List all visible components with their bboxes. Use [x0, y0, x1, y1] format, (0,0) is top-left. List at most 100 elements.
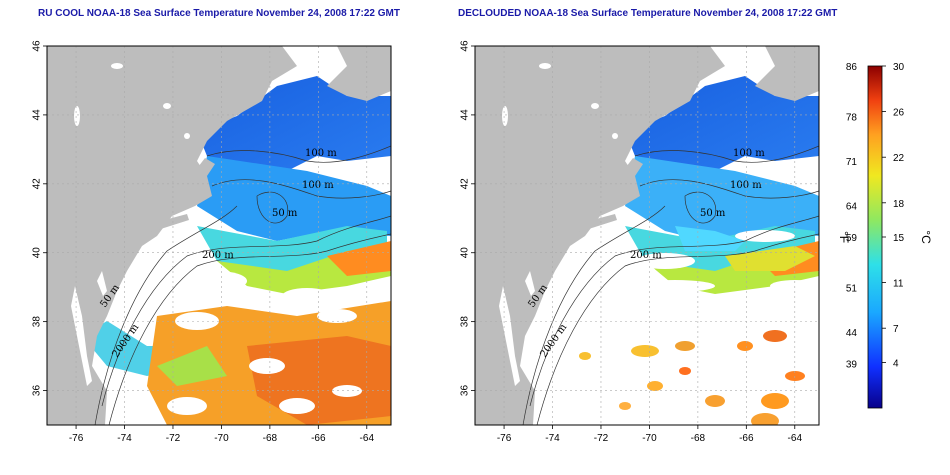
contour-2000m: [536, 233, 819, 425]
lake: [591, 103, 599, 109]
map-frame: [474, 45, 820, 426]
contour-label: 200 m: [202, 250, 234, 261]
y-tick-label: 40: [460, 247, 471, 259]
x-tick-label: -64: [360, 433, 375, 444]
lake: [184, 133, 190, 139]
lake: [612, 133, 618, 139]
cloud-gap: [282, 288, 332, 304]
sst-patch: [737, 341, 753, 351]
y-tick-label: 36: [460, 385, 471, 397]
contour-label: 50 m: [272, 208, 298, 219]
cloud-gap: [187, 271, 247, 291]
celsius-unit-label: °C: [919, 230, 933, 244]
y-tick-label: 42: [460, 178, 471, 190]
colorbar-celsius-tick: 4: [893, 358, 899, 369]
contour-2000m: [108, 233, 391, 425]
contour-label: 50 m: [700, 208, 726, 219]
y-tick-label: 44: [460, 109, 471, 121]
bathymetry-contours: [522, 145, 819, 425]
sst-patch: [705, 395, 725, 407]
cloud-gap: [635, 280, 715, 292]
colorbar-celsius-tick: 30: [893, 62, 905, 73]
bathymetry-contours: [94, 145, 391, 425]
cloud-gap: [279, 398, 315, 414]
contour-200m: [101, 215, 391, 407]
long-island: [570, 214, 617, 234]
colorbar-celsius-tick: 15: [893, 233, 905, 244]
lake: [74, 106, 80, 126]
contour-label: 200 m: [630, 250, 662, 261]
sst-patch: [763, 330, 787, 342]
sst-patch: [647, 381, 663, 391]
x-tick-label: -72: [166, 433, 181, 444]
contour-100m-north: [634, 145, 819, 163]
y-tick-label: 42: [32, 178, 43, 190]
x-tick-label: -64: [788, 433, 803, 444]
y-tick-label: 38: [460, 316, 471, 328]
lat-lon-grid: [475, 46, 819, 425]
us-coastline: [475, 46, 725, 425]
lat-lon-grid: [47, 46, 391, 425]
contour-50m: [94, 205, 238, 425]
x-tick-label: -76: [497, 433, 512, 444]
y-tick-label: 46: [460, 40, 471, 52]
contour-label: 100 m: [733, 148, 765, 159]
gulf-stream-edge-sst: [327, 241, 391, 276]
delaware-bay: [97, 271, 107, 296]
shelf-green-sst: [157, 346, 227, 386]
cloud-gap: [332, 385, 362, 397]
left-map-title: RU COOL NOAA-18 Sea Surface Temperature …: [38, 8, 400, 19]
land-mass: [47, 46, 391, 425]
gulf-of-maine-sst: [197, 76, 391, 171]
colorbar-celsius-tick: 22: [893, 153, 905, 164]
y-tick-label: 40: [32, 247, 43, 259]
sst-patch: [679, 367, 691, 375]
contour-100m-north: [206, 145, 391, 163]
x-tick-label: -74: [545, 433, 560, 444]
colorbar-celsius-tick: 18: [893, 199, 905, 210]
sst-patch: [675, 341, 695, 351]
colorbar-celsius-tick: 11: [893, 279, 904, 290]
contour-label: 100 m: [302, 180, 334, 191]
colorbar-celsius-tick: 26: [893, 108, 905, 119]
colorbar-celsius-ticks: 30 26 22 18 15 11 7 4: [882, 62, 905, 369]
sst-data-layer: [579, 76, 819, 425]
map-frame: [46, 45, 392, 426]
sst-patch: [619, 402, 631, 410]
y-tick-label: 46: [32, 40, 43, 52]
cape-cod: [195, 158, 215, 176]
x-tick-label: -68: [263, 433, 278, 444]
sst-patch: [631, 345, 659, 357]
front-patch: [725, 246, 815, 271]
lake: [163, 103, 171, 109]
x-tick-label: -66: [739, 433, 754, 444]
contour-georges-bank: [684, 191, 717, 224]
fahrenheit-unit-label: °F: [837, 231, 851, 243]
lake: [502, 106, 508, 126]
cape-cod: [623, 158, 643, 176]
x-tick-label: -72: [594, 433, 609, 444]
x-tick-label: -70: [214, 433, 229, 444]
y-tick-label: 44: [32, 109, 43, 121]
contour-georges-bank: [256, 191, 289, 224]
colorbar-fahrenheit-tick: 64: [846, 201, 858, 212]
sst-patch: [761, 393, 789, 409]
x-tick-label: -74: [117, 433, 132, 444]
lake: [539, 63, 551, 69]
sst-data-layer: [82, 76, 391, 425]
colorbar-fahrenheit-tick: 44: [846, 328, 858, 339]
delaware-bay: [525, 271, 535, 296]
us-coastline: [47, 46, 297, 425]
x-tick-label: -68: [691, 433, 706, 444]
colorbar-gradient: [867, 65, 883, 409]
colorbar-fahrenheit-tick: 51: [846, 284, 858, 295]
x-tick-label: -70: [642, 433, 657, 444]
colorbar-celsius-tick: 7: [893, 324, 899, 335]
right-map-title: DECLOUDED NOAA-18 Sea Surface Temperatur…: [458, 8, 838, 19]
colorbar-fahrenheit-ticks: 86 78 71 64 59 51 44 39: [846, 62, 858, 371]
long-island: [142, 214, 189, 234]
nova-scotia: [327, 46, 391, 101]
